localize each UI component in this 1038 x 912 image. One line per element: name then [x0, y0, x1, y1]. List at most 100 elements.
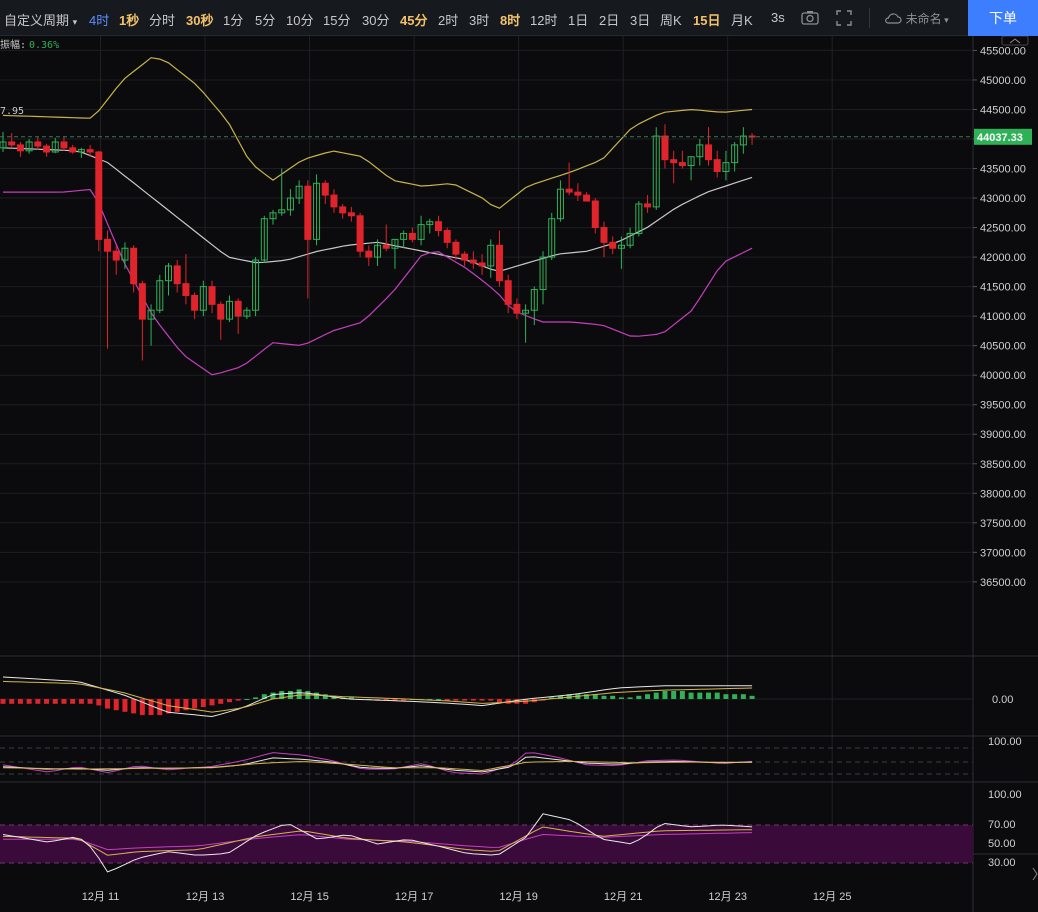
custom-period-dropdown[interactable]: 自定义周期 ▾	[4, 13, 78, 28]
candle-body-40	[347, 212, 355, 217]
period-13[interactable]: 12时	[530, 13, 558, 28]
x-tick-label-5: 12月 21	[604, 891, 643, 903]
price-tick-label-16: 37500.00	[980, 518, 1026, 530]
boll-upper-line	[2, 57, 753, 209]
current-price-tag	[974, 128, 1032, 145]
macd-bar-9	[78, 699, 84, 704]
candle-body-52	[452, 241, 460, 255]
x-tick-label-4: 12月 19	[499, 891, 538, 903]
candle-body-37	[321, 182, 329, 196]
price-tick-label-14: 38500.00	[980, 459, 1026, 471]
candle-body-68	[591, 200, 599, 229]
rsi-panel	[0, 813, 973, 873]
candle-body-27	[234, 300, 242, 317]
period-16[interactable]: 3日	[630, 13, 651, 28]
period-11[interactable]: 3时	[469, 13, 490, 28]
macd-bar-4	[35, 699, 41, 704]
candle-body-45	[391, 238, 399, 249]
candle-body-22	[191, 294, 199, 311]
macd-bar-24	[209, 699, 215, 706]
kdj-j-line	[2, 752, 753, 775]
period-7[interactable]: 15分	[323, 13, 351, 28]
macd-bar-83	[723, 694, 729, 699]
macd-bar-74	[645, 694, 651, 699]
price-tick-label-7: 42000.00	[980, 252, 1026, 264]
price-tick-label-15: 38000.00	[980, 488, 1026, 500]
period-4[interactable]: 1分	[223, 13, 244, 28]
macd-bar-46	[401, 699, 407, 701]
period-1[interactable]: 1秒	[119, 13, 140, 28]
rsi-tick-label-3: 30.00	[988, 857, 1016, 869]
macd-zero-label: 0.00	[992, 694, 1013, 706]
period-18[interactable]: 15日	[693, 13, 721, 28]
candle-body-38	[330, 194, 338, 208]
period-5[interactable]: 5分	[255, 13, 276, 28]
candle-body-62	[539, 256, 547, 291]
candle-body-16	[138, 283, 146, 320]
place-order-button[interactable]: 下单	[968, 0, 1038, 36]
period-6[interactable]: 10分	[286, 13, 314, 28]
period-19[interactable]: 月K	[731, 13, 753, 28]
candle-body-26	[225, 300, 233, 320]
macd-bar-79	[688, 692, 694, 699]
period-9[interactable]: 45分	[400, 13, 428, 28]
candle-body-56	[487, 244, 495, 267]
period-10[interactable]: 2时	[438, 13, 459, 28]
grid	[0, 36, 1038, 912]
fullscreen-icon[interactable]	[834, 8, 854, 28]
candle-body-76	[661, 135, 669, 161]
macd-bar-70	[610, 695, 616, 699]
x-tick-label-6: 12月 23	[708, 891, 747, 903]
x-tick-label-7: 12月 25	[813, 891, 852, 903]
macd-bar-20	[174, 699, 180, 712]
candle-body-36	[313, 182, 321, 240]
period-14[interactable]: 1日	[568, 13, 589, 28]
candle-body-67	[583, 194, 591, 202]
period-15[interactable]: 2日	[599, 13, 620, 28]
macd-bar-37	[322, 694, 328, 699]
kdj-k-line	[2, 756, 753, 773]
price-tick-label-8: 41500.00	[980, 282, 1026, 294]
macd-bar-5	[44, 699, 50, 704]
macd-bar-15	[131, 699, 137, 714]
period-17[interactable]: 周K	[660, 13, 682, 28]
period-8[interactable]: 30分	[362, 13, 390, 28]
candle-body-17	[147, 309, 155, 320]
candle-body-18	[156, 280, 164, 311]
candle-body-69	[600, 227, 608, 243]
macd-bar-33	[287, 691, 293, 699]
macd-bar-40	[348, 697, 354, 699]
period-0[interactable]: 4时	[89, 13, 110, 28]
macd-bar-81	[706, 692, 712, 699]
candle-body-49	[426, 221, 434, 226]
macd-bar-68	[592, 694, 598, 699]
x-tick-label-0: 12月 11	[82, 891, 120, 903]
chart-canvas[interactable]: 45500.0045000.0044500.0044000.0043500.00…	[0, 36, 1038, 912]
candle-body-50	[435, 221, 442, 232]
candle-body-42	[365, 250, 373, 258]
period-12[interactable]: 8时	[500, 13, 521, 28]
candle-body-28	[243, 309, 251, 317]
rsi-tick-label-2: 50.00	[988, 838, 1016, 850]
layout-name-dropdown[interactable]: 未命名 ▾	[884, 10, 949, 27]
candle-body-43	[374, 244, 382, 258]
period-3[interactable]: 30秒	[186, 13, 214, 28]
candle-body-33	[286, 197, 294, 211]
macd-bar-8	[70, 699, 76, 704]
x-tick-label-3: 12月 17	[395, 891, 434, 903]
candle-body-19	[164, 265, 172, 282]
candle-body-58	[504, 280, 512, 305]
macd-bar-80	[697, 692, 703, 699]
period-2[interactable]: 分时	[149, 13, 176, 28]
macd-bar-36	[314, 692, 320, 699]
candle-body-83	[722, 162, 730, 172]
camera-icon[interactable]	[800, 8, 820, 28]
macd-bar-45	[392, 699, 398, 701]
candle-body-54	[469, 259, 477, 264]
macd-bar-17	[148, 699, 154, 715]
candle-body-11	[95, 151, 103, 240]
refresh-interval[interactable]: 3s	[771, 10, 785, 25]
macd-bar-71	[618, 697, 624, 699]
candle-body-84	[731, 144, 739, 164]
candle-body-55	[478, 262, 486, 267]
